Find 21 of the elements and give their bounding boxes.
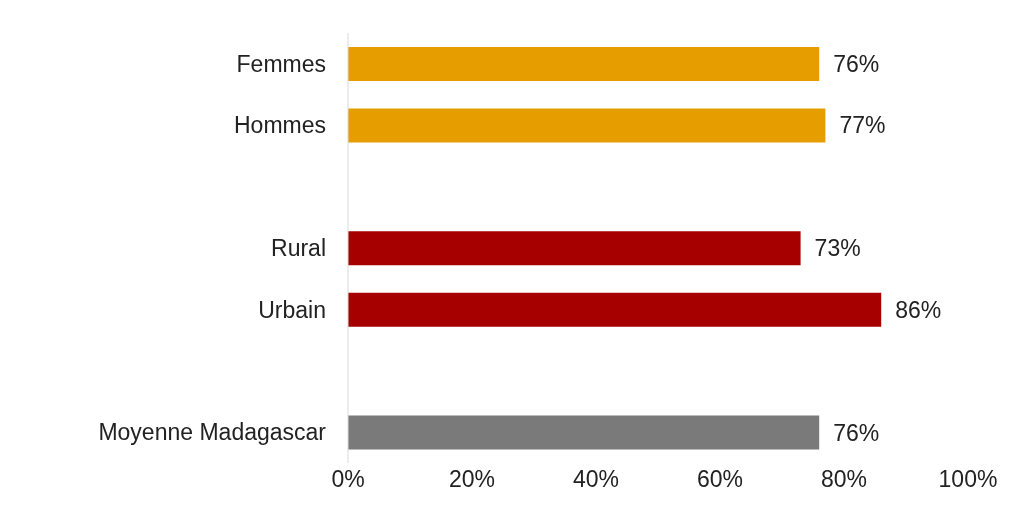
bar <box>348 231 801 266</box>
bar <box>348 108 826 143</box>
y-tick-label: Femmes <box>236 50 326 77</box>
bar <box>348 47 820 81</box>
x-tick-label: 100% <box>938 466 998 493</box>
bar <box>348 292 882 327</box>
data-label: 73% <box>814 235 861 262</box>
data-label: 76% <box>833 419 880 446</box>
y-tick-label: Hommes <box>233 112 326 139</box>
y-tick-label: Rural <box>271 235 326 262</box>
x-tick-label: 60% <box>696 466 744 493</box>
data-label: 77% <box>839 112 886 139</box>
y-tick-label: Moyenne Madagascar <box>98 419 327 446</box>
bar <box>348 415 820 450</box>
x-tick-label: 80% <box>820 466 868 493</box>
data-label: 86% <box>895 296 942 323</box>
x-tick-label: 20% <box>448 466 496 493</box>
data-label: 76% <box>833 51 880 77</box>
x-tick-label: 40% <box>572 466 620 493</box>
y-tick-label: Urbain <box>258 296 326 323</box>
x-tick-label: 0% <box>331 466 365 493</box>
